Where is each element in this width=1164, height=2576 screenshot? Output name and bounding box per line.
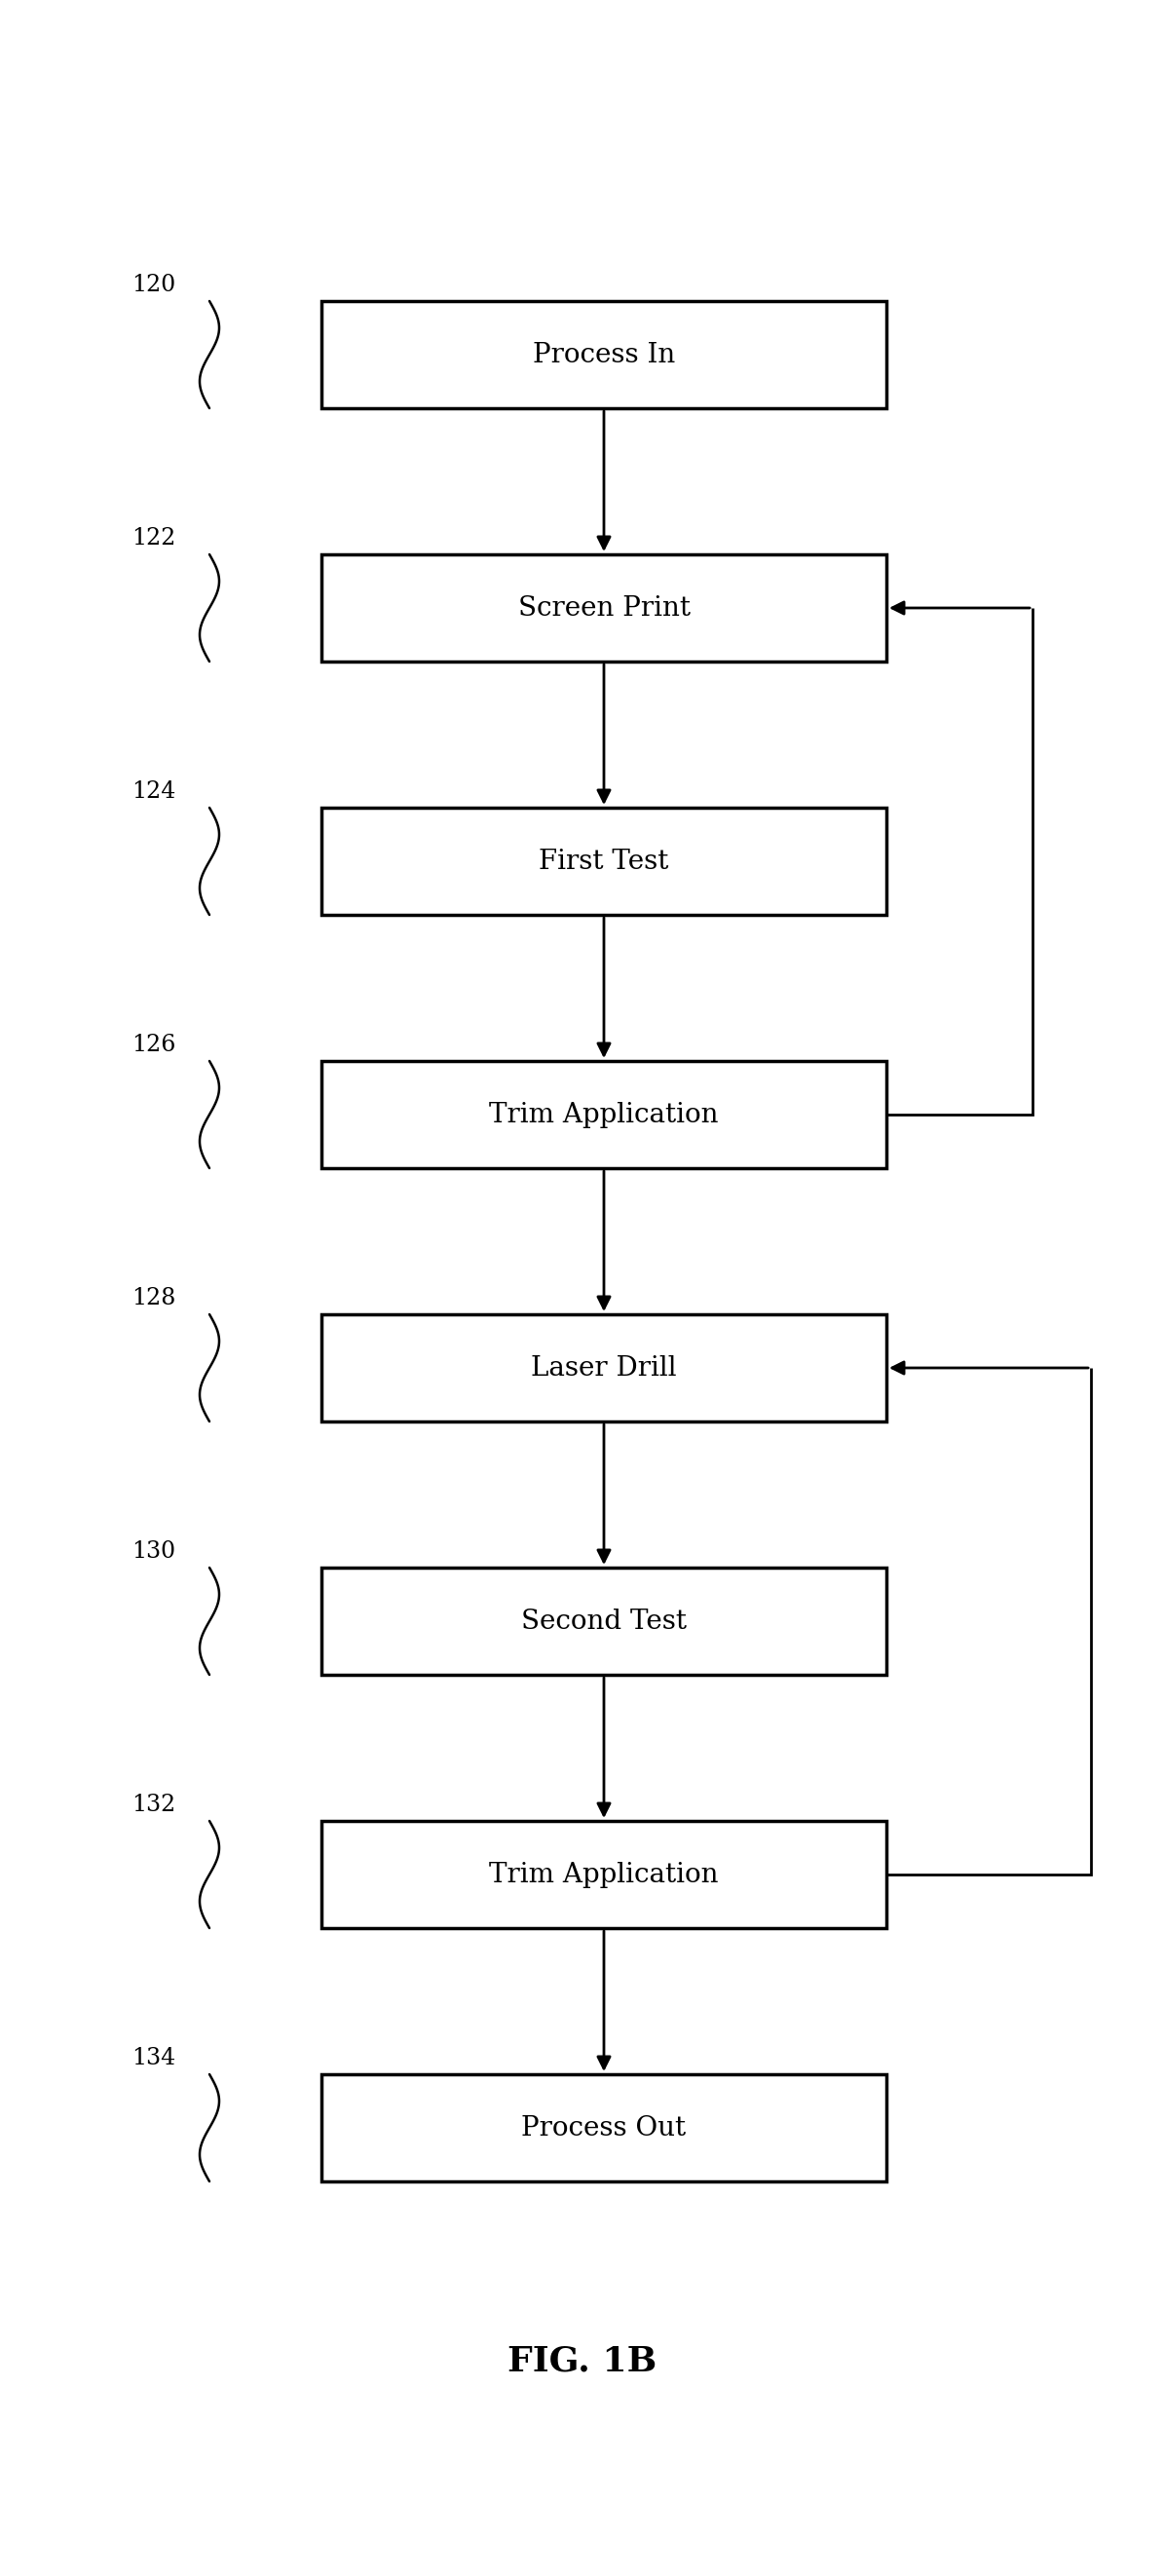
Text: Trim Application: Trim Application [489, 1862, 718, 1888]
Text: Laser Drill: Laser Drill [531, 1355, 676, 1381]
FancyBboxPatch shape [321, 1061, 887, 1167]
Text: 126: 126 [132, 1033, 176, 1056]
Text: 134: 134 [132, 2048, 176, 2069]
Text: FIG. 1B: FIG. 1B [508, 2344, 656, 2378]
FancyBboxPatch shape [321, 554, 887, 662]
Text: 132: 132 [132, 1793, 176, 1816]
FancyBboxPatch shape [321, 1569, 887, 1674]
Text: 124: 124 [132, 781, 176, 804]
Text: Second Test: Second Test [521, 1607, 687, 1633]
FancyBboxPatch shape [321, 2074, 887, 2182]
Text: Process Out: Process Out [521, 2115, 687, 2141]
Text: 128: 128 [132, 1288, 176, 1309]
FancyBboxPatch shape [321, 1821, 887, 1927]
Text: Trim Application: Trim Application [489, 1103, 718, 1128]
Text: First Test: First Test [539, 848, 669, 873]
Text: Process In: Process In [533, 343, 675, 368]
FancyBboxPatch shape [321, 1314, 887, 1422]
Text: 122: 122 [132, 528, 176, 549]
Text: 120: 120 [132, 273, 176, 296]
FancyBboxPatch shape [321, 809, 887, 914]
Text: Screen Print: Screen Print [518, 595, 690, 621]
Text: 130: 130 [132, 1540, 176, 1564]
FancyBboxPatch shape [321, 301, 887, 407]
